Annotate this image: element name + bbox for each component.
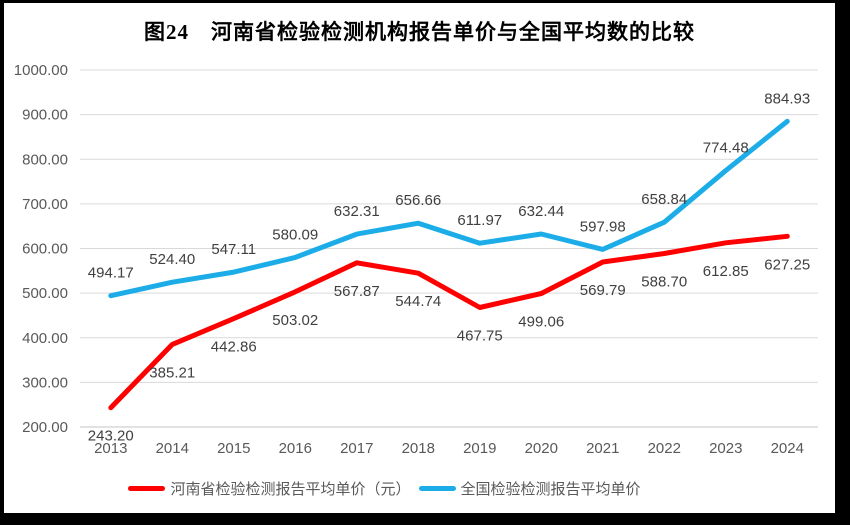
x-tick-label: 2019 xyxy=(463,440,496,457)
x-tick-label: 2017 xyxy=(340,440,373,457)
data-label: 569.79 xyxy=(580,282,626,299)
x-tick-label: 2023 xyxy=(709,440,742,457)
data-label: 627.25 xyxy=(764,256,810,273)
y-tick-label: 800.00 xyxy=(22,151,68,168)
x-tick-label: 2015 xyxy=(217,440,250,457)
series-line-national xyxy=(108,118,790,299)
y-tick-label: 700.00 xyxy=(22,196,68,213)
legend-swatch-blue-line xyxy=(418,486,456,491)
data-label: 524.40 xyxy=(149,251,195,268)
legend-item-national: 全国检验检测报告平均单价 xyxy=(418,478,641,499)
data-label: 499.06 xyxy=(518,314,564,331)
data-label: 611.97 xyxy=(457,212,502,229)
y-tick-label: 600.00 xyxy=(22,241,68,258)
legend-item-henan: 河南省检验检测报告平均单价（元） xyxy=(128,478,411,499)
data-label: 567.87 xyxy=(334,283,380,300)
series-line-henan xyxy=(108,233,790,411)
line-chart-canvas: 200.00 300.00 400.00 500.00 600.00 700.00 800.… xyxy=(14,62,818,457)
x-tick-label: 2016 xyxy=(279,440,312,457)
y-tick-label: 500.00 xyxy=(22,285,68,302)
y-tick-label: 1000.00 xyxy=(14,62,68,79)
data-label: 385.21 xyxy=(149,364,195,381)
data-label: 580.09 xyxy=(272,226,318,243)
x-tick-label: 2022 xyxy=(648,440,681,457)
x-tick-label: 2021 xyxy=(586,440,619,457)
data-label: 503.02 xyxy=(272,312,318,329)
x-tick-label: 2013 xyxy=(94,440,127,457)
data-label: 632.44 xyxy=(518,203,564,220)
data-label: 632.31 xyxy=(334,203,380,220)
y-tick-label: 200.00 xyxy=(22,419,68,436)
x-tick-label: 2024 xyxy=(771,440,804,457)
data-label: 597.98 xyxy=(580,218,626,235)
legend: 河南省检验检测报告平均单价（元） 全国检验检测报告平均单价 xyxy=(4,478,765,499)
legend-swatch-red-line xyxy=(128,486,166,491)
data-label: 884.93 xyxy=(764,90,810,107)
data-label: 547.11 xyxy=(211,241,256,258)
data-label: 494.17 xyxy=(88,265,134,282)
data-label: 774.48 xyxy=(703,140,749,157)
x-tick-label: 2020 xyxy=(525,440,558,457)
legend-label-henan: 河南省检验检测报告平均单价（元） xyxy=(170,481,411,498)
data-label: 656.66 xyxy=(395,192,441,209)
chart-title: 图24 河南省检验检测机构报告单价与全国平均数的比较 xyxy=(144,20,695,44)
y-tick-label: 300.00 xyxy=(22,374,68,391)
data-label: 467.75 xyxy=(457,328,503,345)
data-label: 544.74 xyxy=(395,293,441,310)
x-tick-label: 2018 xyxy=(402,440,435,457)
data-label: 442.86 xyxy=(211,339,257,356)
data-label: 588.70 xyxy=(641,274,687,291)
data-label: 612.85 xyxy=(703,263,749,280)
y-tick-label: 400.00 xyxy=(22,330,68,347)
legend-label-national: 全国检验检测报告平均单价 xyxy=(460,481,641,498)
x-tick-label: 2014 xyxy=(156,440,189,457)
data-label: 243.20 xyxy=(88,428,134,445)
data-label: 658.84 xyxy=(641,191,687,208)
y-tick-label: 900.00 xyxy=(22,107,68,124)
